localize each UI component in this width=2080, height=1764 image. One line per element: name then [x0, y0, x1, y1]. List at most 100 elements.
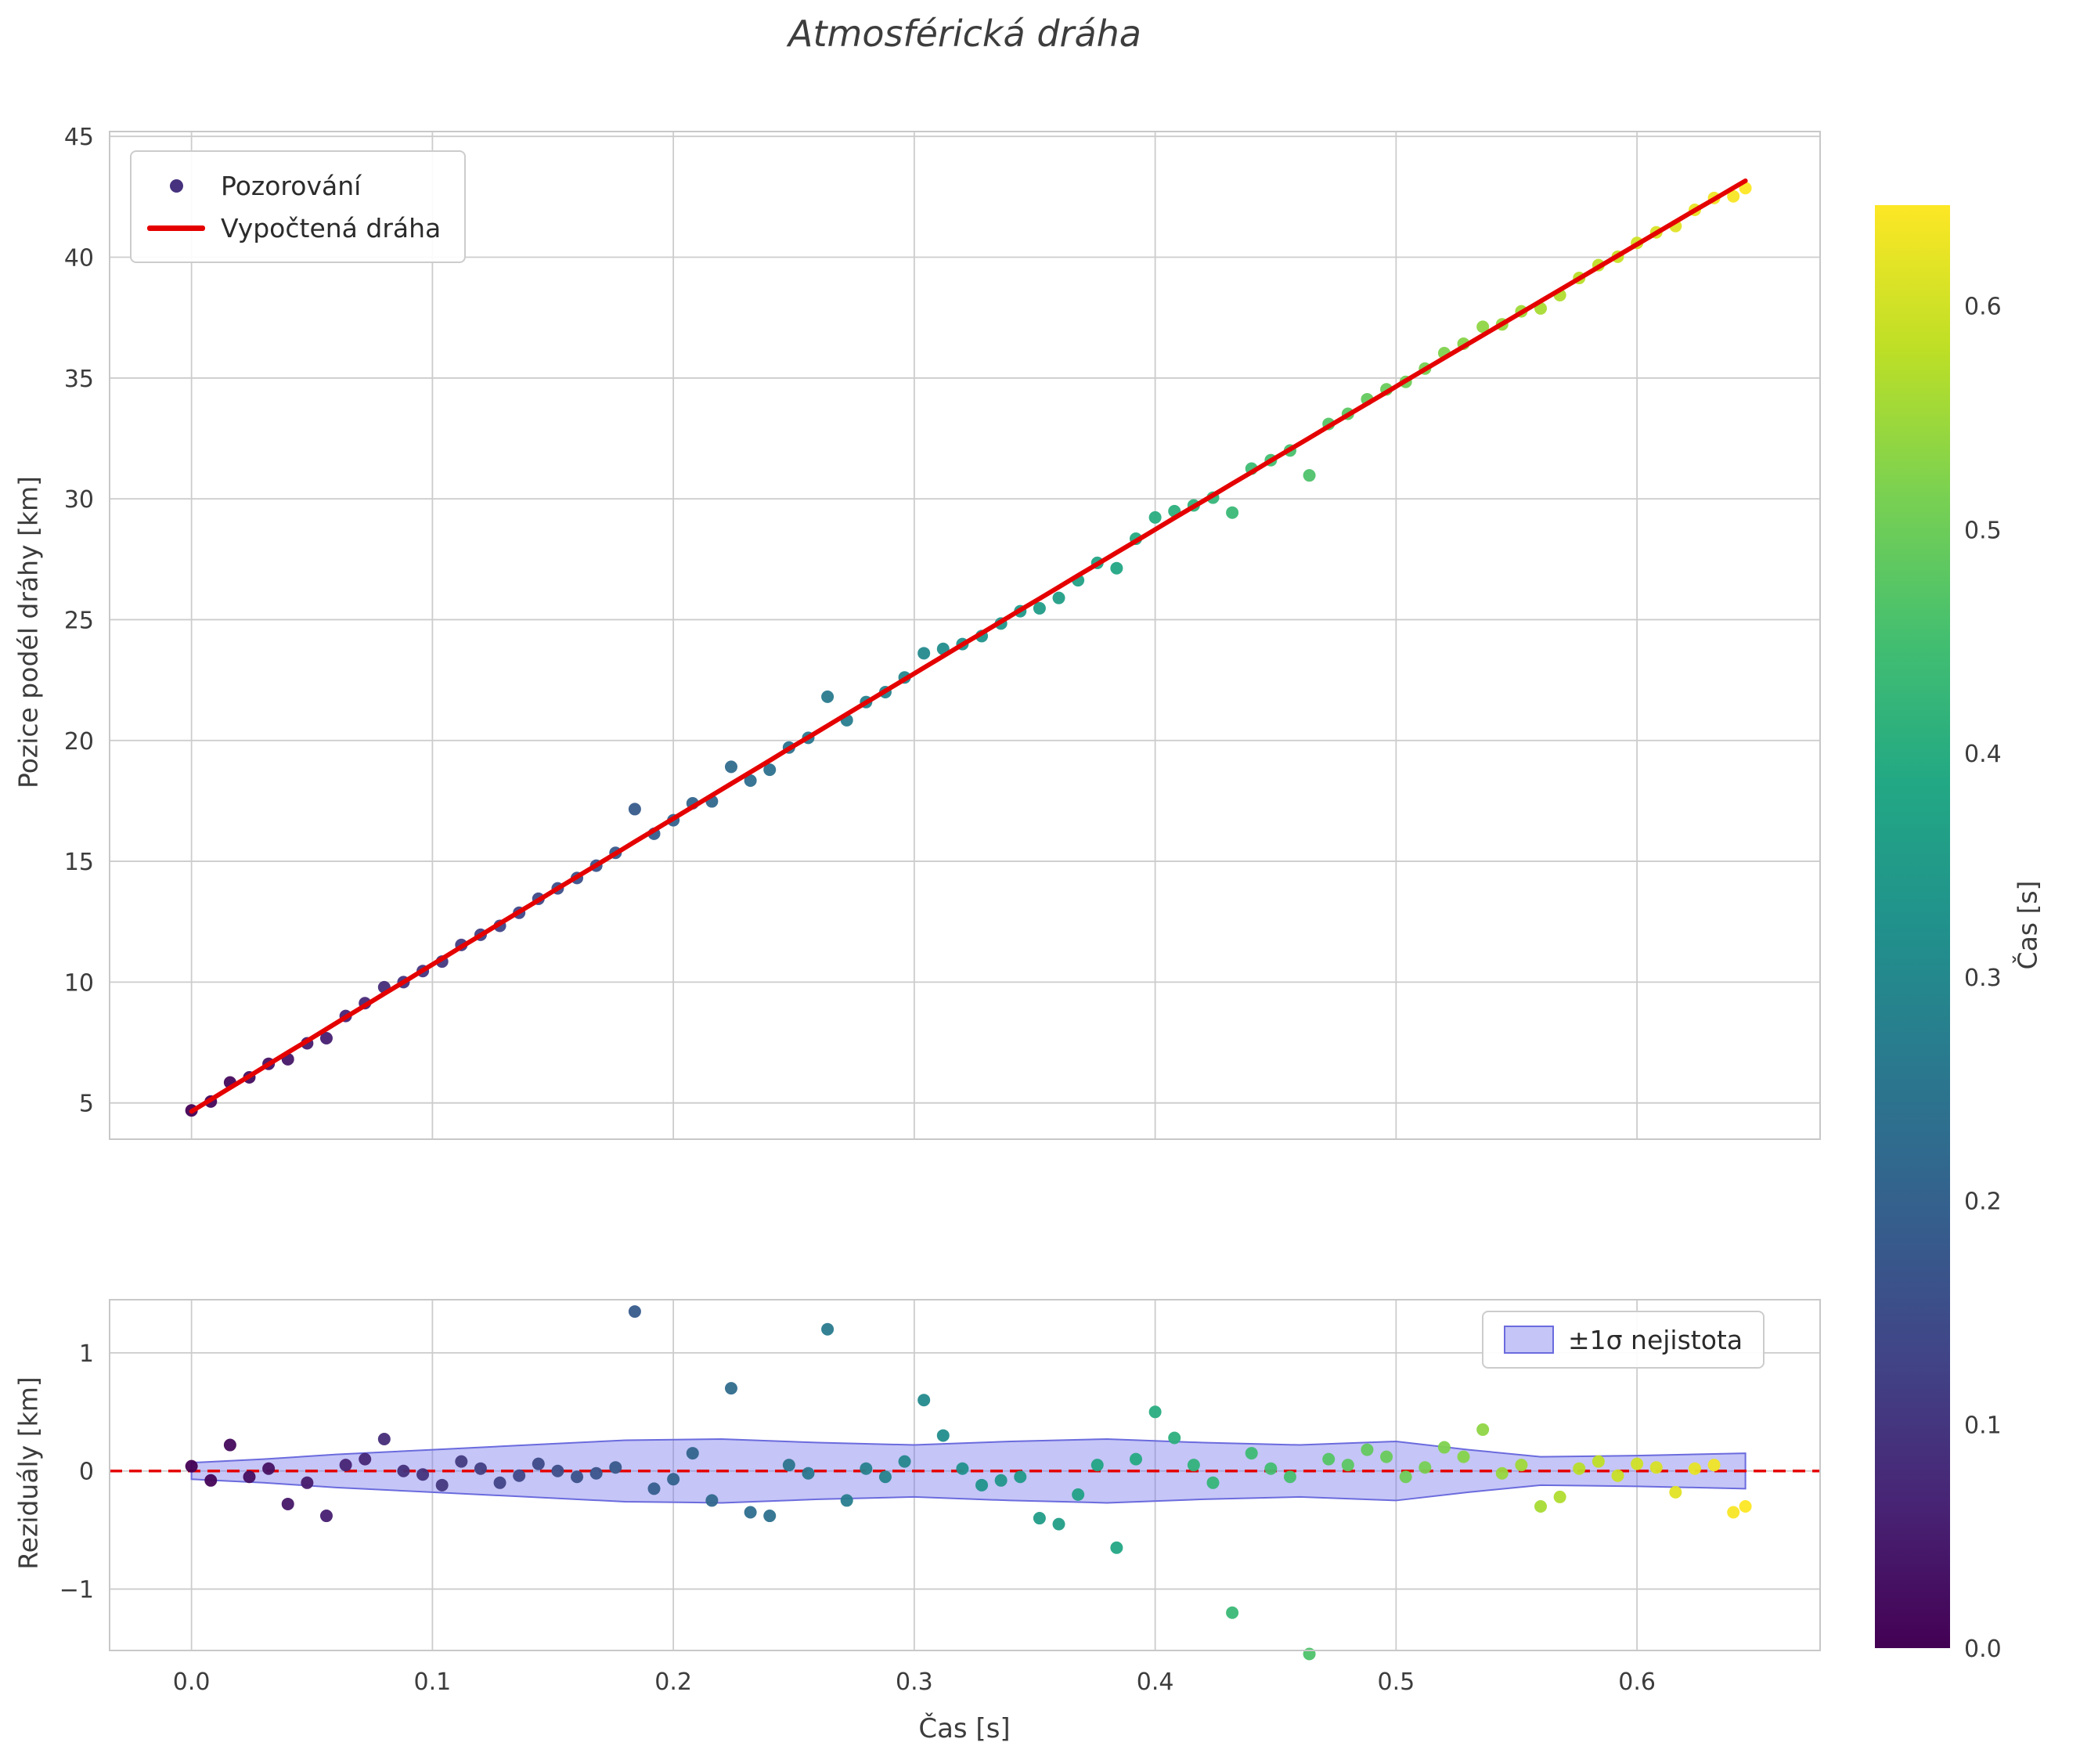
residual-point — [917, 1394, 931, 1407]
residual-point — [667, 1473, 680, 1486]
residual-point — [1457, 1450, 1470, 1463]
observation-point — [724, 760, 737, 774]
residual-point — [705, 1494, 719, 1507]
bottom-y-axis-label: Reziduály [km] — [13, 1376, 44, 1570]
observation-point — [763, 763, 777, 777]
observation-point — [1052, 591, 1065, 604]
residual-point — [1052, 1517, 1065, 1531]
bottom-ytick-label: −1 — [59, 1577, 94, 1604]
bottom-axes-border — [109, 1299, 1821, 1651]
residual-point — [1206, 1476, 1220, 1489]
residual-point — [1669, 1485, 1682, 1499]
residual-point — [455, 1455, 468, 1468]
residual-point — [724, 1382, 737, 1395]
top-ytick-label: 15 — [64, 849, 94, 876]
legend-label-fit: Vypočtená dráha — [221, 212, 442, 243]
top-axes-border — [109, 131, 1821, 1140]
residual-point — [301, 1476, 314, 1489]
legend-row-observations: Pozorování — [146, 164, 441, 207]
residual-point — [782, 1459, 795, 1472]
residual-point — [1014, 1470, 1027, 1484]
top-y-axis-label: Pozice podél dráhy [km] — [13, 475, 44, 789]
xtick-label: 0.2 — [654, 1668, 692, 1696]
residual-point — [1072, 1488, 1085, 1501]
residual-point — [551, 1464, 564, 1477]
observation-point — [1033, 601, 1046, 615]
residual-point — [1380, 1450, 1393, 1463]
observation-point — [744, 774, 757, 787]
uncertainty-band — [190, 1438, 1747, 1504]
top-ytick-label: 25 — [64, 607, 94, 634]
observation-point — [1110, 561, 1123, 575]
x-axis-label: Čas [s] — [918, 1713, 1011, 1744]
fit-line-marker-icon — [147, 225, 205, 231]
colorbar-tick-label: 0.0 — [1964, 1636, 2002, 1663]
residual-point — [898, 1455, 911, 1468]
residual-point — [763, 1510, 777, 1523]
residual-point — [936, 1429, 950, 1442]
colorbar-tick-label: 0.5 — [1964, 517, 2002, 544]
residual-point — [1322, 1452, 1336, 1466]
residual-point — [1649, 1461, 1663, 1474]
residual-point — [1727, 1506, 1740, 1519]
xtick-label: 0.0 — [173, 1668, 211, 1696]
residual-point — [878, 1470, 892, 1484]
xtick-label: 0.1 — [414, 1668, 452, 1696]
uncertainty-band-marker-icon — [1504, 1326, 1554, 1354]
legend-row-fit: Vypočtená dráha — [146, 207, 441, 249]
residual-point — [1168, 1431, 1181, 1445]
residual-point — [647, 1482, 661, 1495]
residual-point — [1033, 1512, 1046, 1525]
residual-point — [1631, 1457, 1644, 1470]
residual-point — [1553, 1490, 1566, 1503]
observation-point — [319, 1031, 333, 1044]
residual-point — [1573, 1462, 1586, 1475]
residual-point — [1303, 1647, 1316, 1661]
chart-title: Atmosférická dráha — [788, 13, 1141, 55]
residual-point — [1090, 1459, 1104, 1472]
top-ytick-label: 20 — [64, 728, 94, 756]
residual-point — [223, 1438, 236, 1452]
residual-point — [1419, 1461, 1432, 1474]
colorbar-tick-label: 0.2 — [1964, 1189, 2002, 1216]
observation-point — [821, 690, 835, 703]
residual-point — [975, 1478, 989, 1492]
xtick-label: 0.3 — [896, 1668, 933, 1696]
observation-marker-icon — [169, 179, 183, 193]
residual-point — [204, 1474, 218, 1487]
top-ytick-label: 30 — [64, 486, 94, 514]
colorbar-label: Čas [s] — [2012, 880, 2043, 970]
residual-point — [744, 1506, 757, 1519]
observation-point — [1226, 506, 1239, 519]
observation-point — [628, 803, 641, 816]
residual-point — [474, 1462, 487, 1475]
residual-point — [1476, 1423, 1490, 1436]
residual-point — [571, 1470, 584, 1484]
residual-point — [377, 1432, 391, 1445]
residual-point — [840, 1494, 853, 1507]
observation-point — [1727, 189, 1740, 203]
residual-point — [1495, 1466, 1509, 1480]
residual-point — [1688, 1462, 1701, 1475]
residual-point — [319, 1510, 333, 1523]
legend-label-band: ±1σ nejistota — [1568, 1324, 1743, 1355]
residual-point — [1515, 1459, 1528, 1472]
residual-point — [416, 1468, 430, 1481]
colorbar — [1875, 205, 1950, 1648]
residual-point — [1592, 1455, 1605, 1468]
residual-point — [956, 1462, 969, 1475]
residual-point — [628, 1305, 641, 1318]
xtick-label: 0.6 — [1618, 1668, 1656, 1696]
residual-point — [860, 1462, 873, 1475]
colorbar-tick-label: 0.1 — [1964, 1412, 2002, 1439]
residual-point — [1707, 1459, 1721, 1472]
residual-point — [532, 1457, 545, 1470]
top-ytick-label: 40 — [64, 244, 94, 272]
residual-point — [397, 1464, 410, 1477]
top-ytick-label: 45 — [64, 124, 94, 151]
colorbar-tick-label: 0.4 — [1964, 741, 2002, 768]
residual-point — [609, 1461, 622, 1474]
top-ytick-label: 35 — [64, 366, 94, 393]
residual-point — [185, 1459, 198, 1473]
